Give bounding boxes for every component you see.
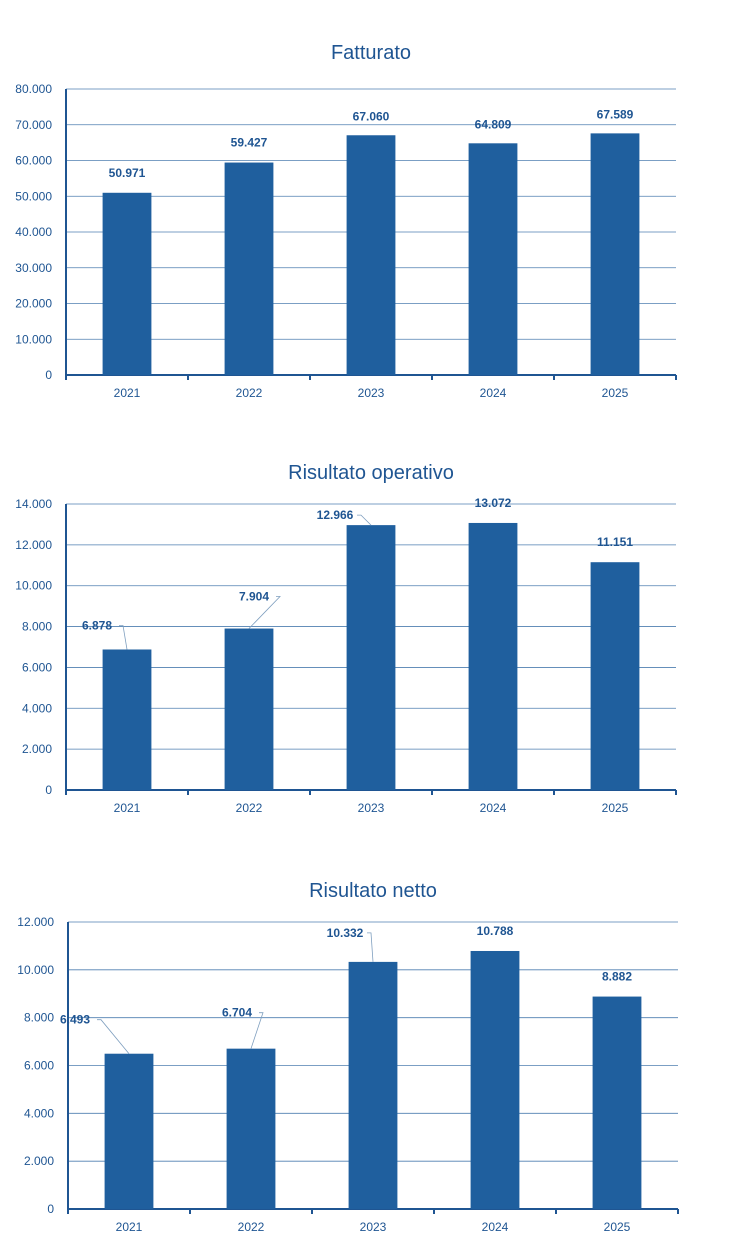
bar-2022 xyxy=(226,1048,276,1209)
data-label: 8.882 xyxy=(602,970,632,984)
y-tick-label: 20.000 xyxy=(15,297,52,311)
leader-line xyxy=(119,625,128,650)
data-label: 64.809 xyxy=(475,117,512,131)
y-tick-label: 30.000 xyxy=(15,261,52,275)
data-label: 67.589 xyxy=(597,107,634,121)
leader-line xyxy=(357,514,372,526)
bar-2025 xyxy=(590,133,640,375)
bar-2024 xyxy=(468,143,518,375)
x-tick-label: 2021 xyxy=(116,1220,143,1234)
data-label: 12.966 xyxy=(317,508,354,522)
y-tick-label: 10.000 xyxy=(17,963,54,977)
leader-line xyxy=(367,932,374,962)
leader-line xyxy=(248,596,281,629)
x-tick-label: 2021 xyxy=(114,801,141,815)
x-tick-label: 2022 xyxy=(236,386,263,400)
x-tick-label: 2024 xyxy=(480,386,507,400)
chart-svg-risultato-operativo: Risultato operativo 0 2.000 4.000 6.000 8.000… xyxy=(15,462,677,815)
data-label: 10.332 xyxy=(327,926,364,940)
chart-risultato-operativo: Risultato operativo 0 2.000 4.000 6.000 8.000… xyxy=(0,420,744,840)
y-tick-label: 80.000 xyxy=(15,82,52,96)
bar-2025 xyxy=(592,996,642,1209)
y-tick-label: 4.000 xyxy=(22,701,52,715)
bar-2024 xyxy=(468,522,518,790)
bar-2023 xyxy=(348,961,398,1209)
y-tick-label: 50.000 xyxy=(15,189,52,203)
x-tick-label: 2023 xyxy=(358,386,385,400)
x-tick-label: 2024 xyxy=(482,1220,509,1234)
y-tick-label: 14.000 xyxy=(15,497,52,511)
bar-2022 xyxy=(224,628,274,790)
bar-2022 xyxy=(224,162,274,375)
data-label: 10.788 xyxy=(477,924,514,938)
chart-title: Risultato operativo xyxy=(288,462,454,484)
x-tick-label: 2024 xyxy=(480,801,507,815)
x-tick-label: 2025 xyxy=(604,1220,631,1234)
bar-2024 xyxy=(470,950,520,1209)
bar-2025 xyxy=(590,562,640,790)
chart-fatturato: Fatturato 0 10.000 20.000 30.000 40.000 50.000… xyxy=(0,0,744,420)
data-label: 6.493 xyxy=(60,1013,90,1027)
bar-2021 xyxy=(102,649,152,790)
chart-title: Fatturato xyxy=(331,42,411,64)
x-tick-label: 2023 xyxy=(358,801,385,815)
x-tick-label: 2025 xyxy=(602,386,629,400)
y-tick-label: 70.000 xyxy=(15,118,52,132)
y-tick-label: 10.000 xyxy=(15,332,52,346)
leader-line xyxy=(97,1019,130,1054)
chart-svg-risultato-netto: Risultato netto 0 2.000 4.000 6.000 8.000 10.0… xyxy=(17,880,679,1234)
y-tick-label: 12.000 xyxy=(17,915,54,929)
data-label: 59.427 xyxy=(231,136,268,150)
data-label: 6.704 xyxy=(222,1006,252,1020)
chart-title: Risultato netto xyxy=(309,880,437,902)
y-tick-label: 8.000 xyxy=(24,1011,54,1025)
y-tick-label: 40.000 xyxy=(15,225,52,239)
x-tick-label: 2023 xyxy=(360,1220,387,1234)
bar-2023 xyxy=(346,525,396,790)
data-label: 7.904 xyxy=(239,590,269,604)
bar-2021 xyxy=(102,192,152,375)
bar-2023 xyxy=(346,135,396,375)
x-tick-label: 2022 xyxy=(238,1220,265,1234)
y-tick-label: 6.000 xyxy=(24,1059,54,1073)
bar-2021 xyxy=(104,1053,154,1209)
data-label: 6.878 xyxy=(82,618,112,632)
y-tick-label: 2.000 xyxy=(22,742,52,756)
y-tick-label: 4.000 xyxy=(24,1106,54,1120)
x-tick-label: 2025 xyxy=(602,801,629,815)
y-tick-label: 10.000 xyxy=(15,579,52,593)
leader-line xyxy=(250,1012,264,1049)
y-tick-label: 60.000 xyxy=(15,154,52,168)
x-tick-label: 2022 xyxy=(236,801,263,815)
y-tick-label: 0 xyxy=(45,368,52,382)
y-tick-label: 0 xyxy=(45,783,52,797)
data-label: 13.072 xyxy=(475,496,512,510)
x-tick-label: 2021 xyxy=(114,386,141,400)
chart-svg-fatturato: Fatturato 0 10.000 20.000 30.000 40.000 50.000… xyxy=(15,42,677,400)
y-tick-label: 2.000 xyxy=(24,1154,54,1168)
data-label: 50.971 xyxy=(109,166,146,180)
data-label: 11.151 xyxy=(597,535,633,549)
y-tick-label: 12.000 xyxy=(15,538,52,552)
y-tick-label: 6.000 xyxy=(22,660,52,674)
chart-risultato-netto: Risultato netto 0 2.000 4.000 6.000 8.000 10.0… xyxy=(0,840,744,1256)
y-tick-label: 8.000 xyxy=(22,620,52,634)
y-tick-label: 0 xyxy=(47,1202,54,1216)
data-label: 67.060 xyxy=(353,109,390,123)
